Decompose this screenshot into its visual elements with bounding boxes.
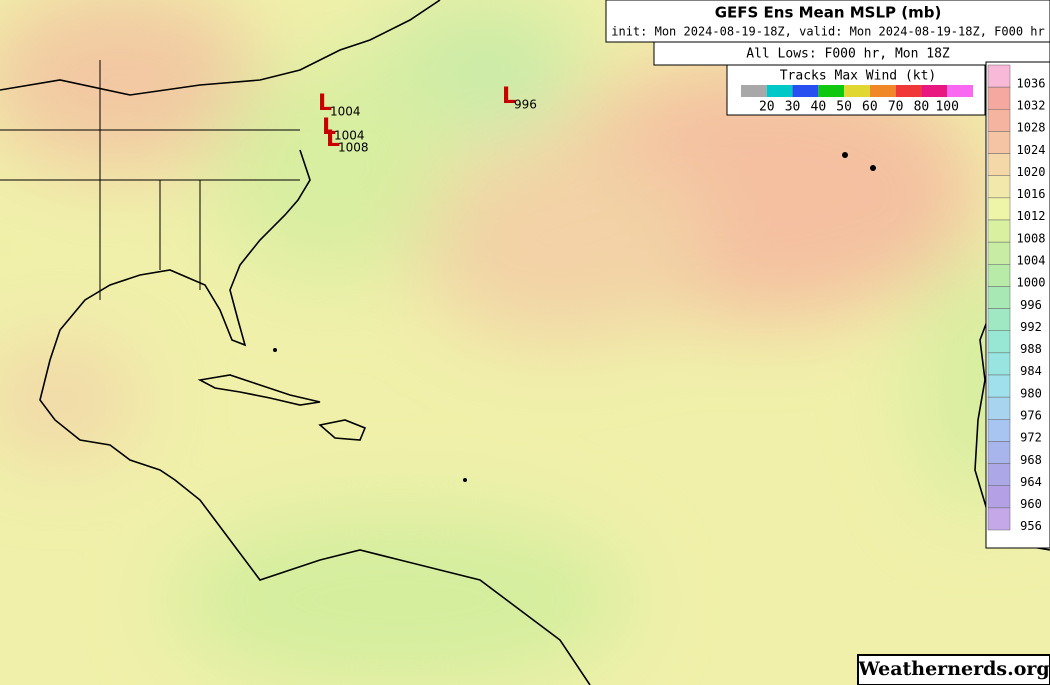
colorbar-cell bbox=[987, 441, 1011, 464]
wind-label: 70 bbox=[888, 100, 904, 115]
wind-label: 20 bbox=[759, 100, 775, 115]
colorbar-label: 1028 bbox=[1017, 121, 1046, 135]
header-box bbox=[605, 0, 1050, 43]
wind-color bbox=[818, 85, 845, 97]
colorbar-label: 960 bbox=[1020, 497, 1042, 511]
wind-color bbox=[766, 85, 793, 97]
colorbar-label: 1024 bbox=[1017, 143, 1046, 157]
low-symbol: L bbox=[502, 84, 516, 109]
wind-color bbox=[895, 85, 922, 97]
colorbar-label: 968 bbox=[1020, 453, 1042, 467]
colorbar-label: 1000 bbox=[1017, 276, 1046, 290]
colorbar-cell bbox=[987, 396, 1011, 420]
colorbar-label: 976 bbox=[1020, 408, 1042, 422]
colorbar-label: 996 bbox=[1020, 298, 1042, 312]
wind-label: 50 bbox=[836, 100, 852, 115]
colorbar-cell bbox=[987, 308, 1011, 331]
wind-label: 100 bbox=[935, 100, 958, 115]
low-pressure: 996 bbox=[514, 98, 537, 112]
colorbar-cell bbox=[987, 264, 1011, 287]
colorbar-label: 988 bbox=[1020, 342, 1042, 356]
colorbar-cell bbox=[987, 352, 1011, 376]
colorbar-cell bbox=[987, 507, 1011, 531]
colorbar-label: 1008 bbox=[1017, 231, 1046, 245]
wind-color bbox=[947, 85, 973, 97]
wind-label: 80 bbox=[914, 100, 930, 115]
low-pressure: 1004 bbox=[334, 129, 365, 143]
wind-label: 40 bbox=[811, 100, 827, 115]
wind-color bbox=[844, 85, 870, 97]
subtitle: init: Mon 2024-08-19-18Z, valid: Mon 202… bbox=[611, 25, 1044, 39]
wind-label: 60 bbox=[862, 100, 878, 115]
colorbar-cell bbox=[987, 64, 1011, 88]
colorbar-label: 956 bbox=[1020, 519, 1042, 533]
pressure-colorbar: 1036 1032 1028 1024 1020 1016 1012 1008 1004 1000… bbox=[985, 61, 1050, 549]
wind-legend: 20 30 40 50 60 70 80 100 bbox=[741, 85, 973, 115]
colorbar-cell bbox=[987, 131, 1011, 154]
low-pressure: 1008 bbox=[338, 141, 369, 155]
colorbar-label: 992 bbox=[1020, 320, 1042, 334]
colorbar-cell bbox=[987, 197, 1011, 221]
colorbar-label: 1032 bbox=[1017, 98, 1046, 112]
colorbar-cell bbox=[987, 153, 1011, 176]
colorbar-cell bbox=[987, 374, 1011, 398]
colorbar-cell bbox=[987, 419, 1011, 442]
colorbar-label: 1004 bbox=[1017, 253, 1046, 267]
low-pressure: 1004 bbox=[330, 105, 361, 119]
colorbar-cell bbox=[987, 463, 1011, 486]
wind-label: 30 bbox=[785, 100, 801, 115]
colorbar-cell bbox=[987, 485, 1011, 509]
lows-label: All Lows: F000 hr, Mon 18Z bbox=[746, 47, 950, 62]
colorbar-cell bbox=[987, 330, 1011, 354]
colorbar-cell bbox=[987, 86, 1011, 110]
colorbar-label: 1016 bbox=[1017, 187, 1046, 201]
wind-color bbox=[792, 85, 819, 97]
colorbar-label: 1020 bbox=[1017, 165, 1046, 179]
watermark: Weathernerds.org bbox=[857, 658, 1049, 680]
colorbar-cell bbox=[987, 109, 1011, 132]
colorbar-cell bbox=[987, 241, 1011, 265]
colorbar-label: 984 bbox=[1020, 364, 1042, 378]
colorbar-cell bbox=[987, 286, 1011, 309]
low-symbol: L bbox=[326, 127, 340, 152]
colorbar-cell bbox=[987, 175, 1011, 199]
colorbar-label: 972 bbox=[1020, 431, 1042, 445]
wind-color bbox=[741, 85, 767, 97]
colorbar-label: 980 bbox=[1020, 386, 1042, 400]
title: GEFS Ens Mean MSLP (mb) bbox=[715, 4, 942, 22]
colorbar-label: 964 bbox=[1020, 475, 1042, 489]
colorbar-cell bbox=[987, 219, 1011, 243]
low-symbol: L bbox=[318, 91, 332, 116]
wind-color bbox=[869, 85, 896, 97]
low-symbol: L bbox=[322, 115, 336, 140]
watermark-box bbox=[857, 654, 1050, 685]
colorbar-label: 1036 bbox=[1017, 76, 1046, 90]
wind-color bbox=[921, 85, 948, 97]
wind-legend-title: Tracks Max Wind (kt) bbox=[780, 69, 937, 84]
colorbar-label: 1012 bbox=[1017, 209, 1046, 223]
